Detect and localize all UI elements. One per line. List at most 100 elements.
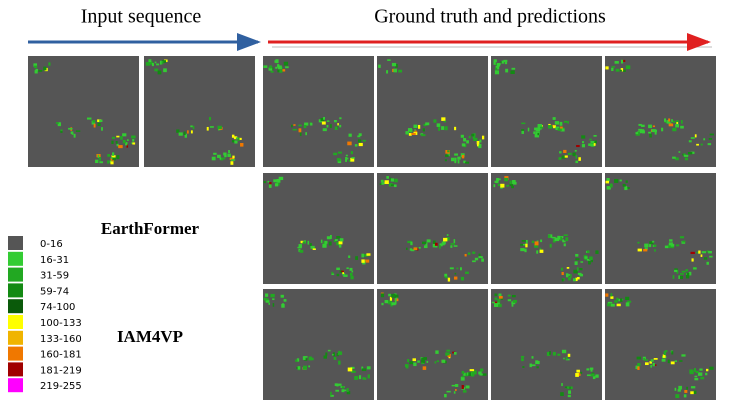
echo	[34, 66, 37, 69]
echo	[548, 125, 552, 129]
echo	[573, 153, 576, 157]
echo	[689, 140, 692, 142]
echo	[496, 180, 498, 184]
echo	[678, 386, 682, 390]
echo	[661, 128, 663, 132]
echo	[521, 129, 524, 131]
echo	[275, 67, 277, 69]
echo	[240, 143, 243, 147]
echo	[232, 135, 235, 138]
echo	[443, 242, 446, 245]
echo	[494, 303, 498, 307]
echo	[313, 248, 316, 250]
echo	[423, 128, 425, 131]
radar-panel	[605, 173, 716, 284]
panel-background	[263, 173, 374, 284]
echo	[686, 387, 688, 390]
echo	[494, 294, 497, 297]
echo	[643, 249, 647, 251]
echo	[417, 360, 420, 362]
echo	[586, 368, 589, 370]
radar-panel	[377, 173, 488, 284]
echo	[445, 159, 447, 161]
echo	[575, 373, 579, 377]
echo	[589, 139, 591, 141]
echo	[421, 134, 425, 136]
echo	[642, 130, 645, 133]
radar-panel	[605, 56, 716, 167]
echo	[341, 271, 344, 273]
echo	[367, 366, 371, 369]
echo	[478, 371, 481, 374]
echo	[471, 374, 474, 376]
echo	[330, 235, 332, 239]
echo	[408, 128, 412, 131]
echo	[608, 302, 612, 304]
radar-panel	[377, 56, 488, 167]
echo	[68, 128, 72, 130]
echo	[454, 277, 457, 280]
panel-background	[605, 289, 716, 400]
echo	[704, 257, 707, 260]
radar-panel	[377, 289, 488, 400]
echo	[101, 127, 103, 131]
echo	[339, 245, 341, 248]
echo	[303, 242, 306, 244]
echo	[355, 144, 358, 146]
echo	[669, 124, 673, 127]
echo	[564, 234, 568, 236]
echo	[386, 176, 389, 179]
legend-swatch	[8, 236, 23, 250]
echo	[674, 270, 677, 272]
echo	[179, 132, 183, 135]
echo	[298, 366, 301, 369]
echo	[238, 138, 240, 141]
echo	[212, 157, 216, 161]
radar-panel	[28, 56, 139, 167]
echo	[305, 132, 307, 135]
echo	[536, 250, 538, 253]
echo	[578, 157, 581, 161]
echo	[623, 70, 626, 72]
echo	[98, 123, 101, 126]
echo	[385, 300, 389, 303]
echo	[612, 66, 615, 68]
echo	[648, 125, 652, 129]
echo	[60, 129, 62, 131]
echo	[446, 350, 450, 352]
echo	[447, 391, 451, 393]
echo	[331, 273, 334, 275]
echo	[411, 133, 415, 135]
echo	[499, 178, 501, 180]
echo	[333, 153, 337, 156]
echo	[337, 123, 339, 125]
echo	[708, 251, 712, 253]
echo	[131, 136, 135, 139]
echo	[684, 394, 687, 397]
echo	[573, 278, 576, 281]
echo	[587, 250, 590, 253]
echo	[437, 123, 441, 127]
radar-panel	[491, 56, 602, 167]
echo	[669, 239, 672, 241]
echo	[444, 394, 447, 397]
echo	[263, 65, 267, 68]
echo	[304, 125, 307, 128]
echo	[162, 61, 164, 64]
echo	[512, 295, 516, 297]
echo	[454, 127, 456, 130]
echo	[381, 182, 384, 185]
echo	[299, 244, 302, 248]
echo	[111, 141, 113, 144]
echo	[524, 249, 526, 252]
echo	[448, 278, 450, 282]
echo	[410, 242, 412, 245]
echo	[560, 392, 564, 396]
echo	[510, 184, 514, 186]
echo	[414, 247, 418, 250]
echo	[116, 155, 119, 159]
echo	[324, 241, 327, 244]
echo	[522, 366, 524, 368]
echo	[580, 372, 582, 374]
echo	[636, 132, 639, 134]
